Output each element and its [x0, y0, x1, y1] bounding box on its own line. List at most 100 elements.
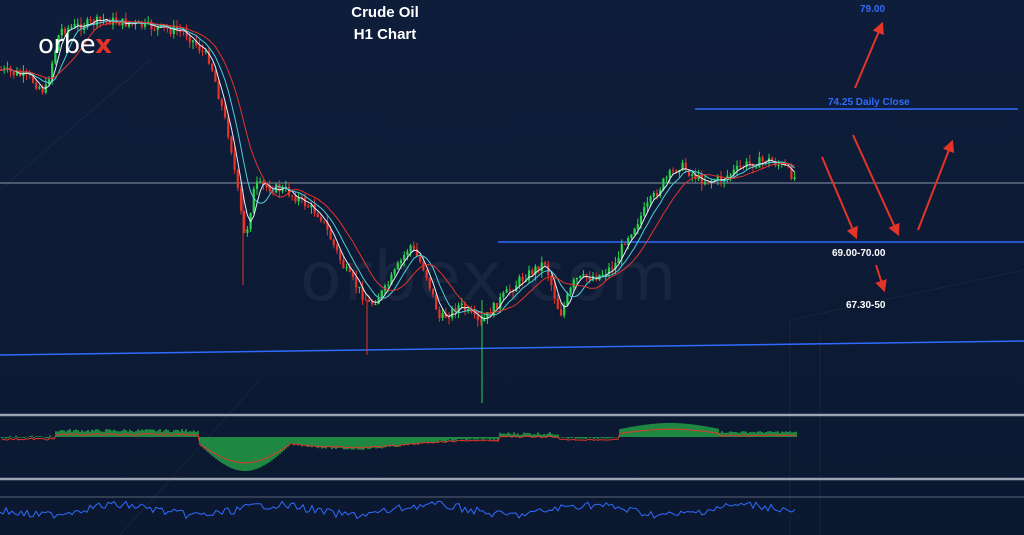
histogram-bar	[721, 431, 723, 437]
candle-body	[387, 284, 390, 286]
histogram-bar	[557, 434, 559, 437]
histogram-bar	[289, 437, 291, 445]
candle-body	[371, 301, 374, 305]
histogram-bar	[153, 429, 155, 437]
histogram-bar	[547, 433, 549, 437]
candle-body	[527, 270, 531, 281]
candle-body	[543, 262, 547, 265]
histogram-bar	[285, 437, 287, 449]
histogram-bar	[415, 437, 417, 444]
candle-body	[188, 36, 191, 43]
candle-body	[223, 106, 227, 118]
histogram-bar	[367, 437, 369, 450]
histogram-bar	[121, 430, 123, 437]
histogram-bar	[269, 437, 271, 462]
histogram-bar	[13, 437, 15, 438]
histogram-bar	[527, 432, 529, 437]
histogram-bar	[323, 437, 325, 448]
histogram-bar	[247, 437, 249, 471]
histogram-bar	[45, 437, 47, 439]
candle-body	[364, 299, 367, 301]
candle-body	[700, 174, 703, 185]
histogram-bar	[545, 434, 547, 437]
candle-body	[319, 216, 323, 222]
histogram-bar	[671, 423, 673, 437]
candle-body	[246, 229, 249, 233]
arrow-up-2	[917, 139, 955, 231]
histogram-bar	[403, 437, 405, 446]
candle-body	[191, 40, 195, 43]
histogram-bar	[755, 432, 757, 437]
histogram-bar	[535, 434, 537, 437]
histogram-bar	[451, 437, 453, 441]
histogram-bar	[55, 431, 57, 437]
histogram-bar	[769, 431, 771, 437]
histogram-bar	[133, 431, 135, 437]
candle-body	[214, 70, 217, 82]
histogram-bar	[763, 432, 765, 437]
candle-body	[278, 184, 281, 192]
candle-body	[383, 285, 387, 291]
candle-body	[255, 181, 259, 189]
histogram-bar	[73, 430, 75, 437]
candle-body	[35, 82, 38, 89]
histogram-bar	[689, 424, 691, 437]
histogram-bar	[787, 431, 789, 437]
candle-body	[271, 191, 275, 193]
candle-body	[579, 275, 582, 278]
histogram-bar	[293, 437, 295, 446]
histogram-bar	[491, 437, 493, 439]
histogram-bar	[407, 437, 409, 446]
histogram-bar	[453, 437, 455, 441]
histogram-bar	[523, 432, 525, 437]
histogram-bar	[279, 437, 281, 454]
histogram-bar	[779, 432, 781, 437]
candle-body	[588, 277, 591, 281]
candle-body	[70, 26, 73, 29]
histogram-bar	[307, 437, 309, 447]
histogram-bar	[53, 437, 55, 438]
histogram-bar	[587, 437, 589, 438]
candle-body	[534, 266, 537, 275]
candle-body	[79, 23, 83, 31]
histogram-bar	[603, 437, 605, 439]
histogram-bar	[675, 423, 677, 437]
histogram-bar	[173, 430, 175, 437]
histogram-bar	[497, 437, 499, 441]
arrow-down-1	[821, 156, 858, 240]
histogram-bar	[791, 432, 793, 437]
histogram-bar	[513, 432, 515, 437]
candle-body	[182, 30, 185, 32]
histogram-bar	[493, 437, 495, 441]
histogram-bar	[377, 437, 379, 449]
histogram-bar	[365, 437, 367, 448]
histogram-bar	[351, 437, 353, 450]
histogram-bar	[369, 437, 371, 450]
histogram-bar	[757, 431, 759, 437]
histogram-bar	[205, 437, 207, 451]
histogram-bar	[1, 437, 3, 439]
candle-body	[780, 163, 783, 166]
candle-body	[630, 234, 633, 239]
histogram-bar	[263, 437, 265, 466]
histogram-bar	[605, 437, 607, 439]
candle-body	[601, 274, 604, 276]
histogram-bar	[189, 431, 191, 437]
candle-body	[326, 221, 329, 230]
candle-body	[646, 202, 649, 208]
histogram-bar	[261, 437, 263, 467]
histogram-bar	[517, 433, 519, 437]
histogram-bar	[37, 436, 39, 438]
histogram-bar	[567, 437, 569, 439]
histogram-bar	[421, 437, 423, 443]
histogram-bar	[43, 437, 45, 438]
histogram-bar	[733, 432, 735, 437]
histogram-bar	[223, 437, 225, 465]
arrow-down-3	[875, 264, 887, 293]
histogram-bar	[81, 430, 83, 437]
histogram-bar	[521, 434, 523, 437]
histogram-bar	[219, 437, 221, 462]
histogram-bar	[371, 437, 373, 448]
histogram-bar	[117, 431, 119, 437]
